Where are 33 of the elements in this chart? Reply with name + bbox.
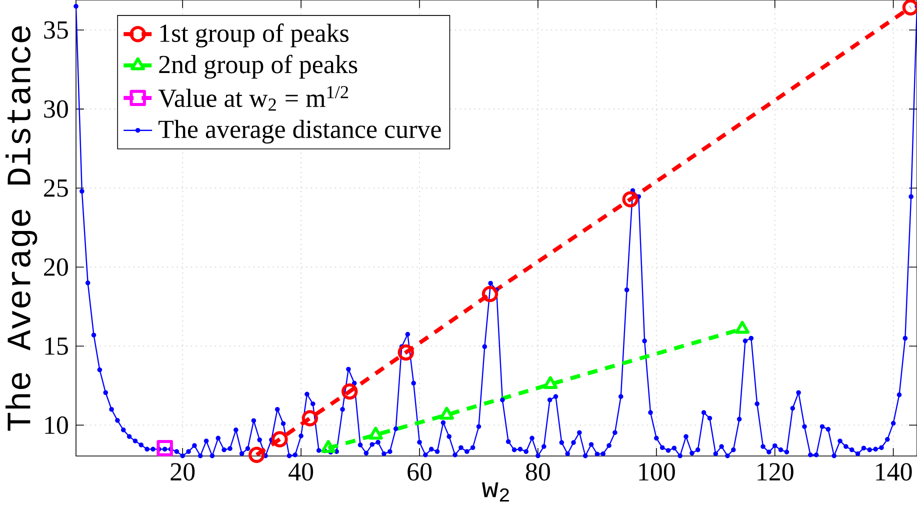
- y-tick-label: 15: [45, 337, 68, 355]
- x-tick-label: 80: [526, 463, 550, 481]
- point: [368, 426, 383, 440]
- point: [440, 406, 454, 420]
- legend-label: 1st group of peaks: [160, 23, 348, 48]
- y-tick-label: 35: [44, 21, 68, 39]
- x-axis-title: w$_{2}$: [482, 482, 509, 502]
- point: [248, 446, 265, 463]
- point: [321, 440, 336, 453]
- y-tick-label: 25: [44, 179, 68, 197]
- point: [272, 431, 288, 448]
- x-tick-label: 120: [758, 463, 794, 481]
- point: [735, 320, 750, 334]
- point: [302, 410, 318, 426]
- point: [342, 383, 358, 400]
- legend-label: The average distance curve: [158, 120, 441, 144]
- point: [482, 286, 498, 302]
- x-tick-label: 20: [170, 463, 195, 481]
- y-tick-label: 10: [45, 416, 68, 434]
- y-tick-label: 30: [44, 100, 68, 118]
- x-tick-label: 40: [288, 463, 314, 481]
- point: [902, 0, 917, 16]
- y-tick-label: 20: [44, 258, 68, 276]
- point: [543, 376, 558, 390]
- legend-label: 2nd group of peaks: [159, 54, 358, 79]
- x-tick-label: 60: [408, 463, 432, 481]
- point: [622, 191, 638, 208]
- x-tick-label: 100: [639, 463, 675, 481]
- point: [156, 440, 173, 456]
- legend-label: Value at w$_{2}$ = m$^{1/2}$: [158, 86, 348, 111]
- x-tick-label: 140: [876, 463, 912, 481]
- point: [398, 344, 414, 361]
- y-axis-title: The Average Distance: [6, 26, 38, 431]
